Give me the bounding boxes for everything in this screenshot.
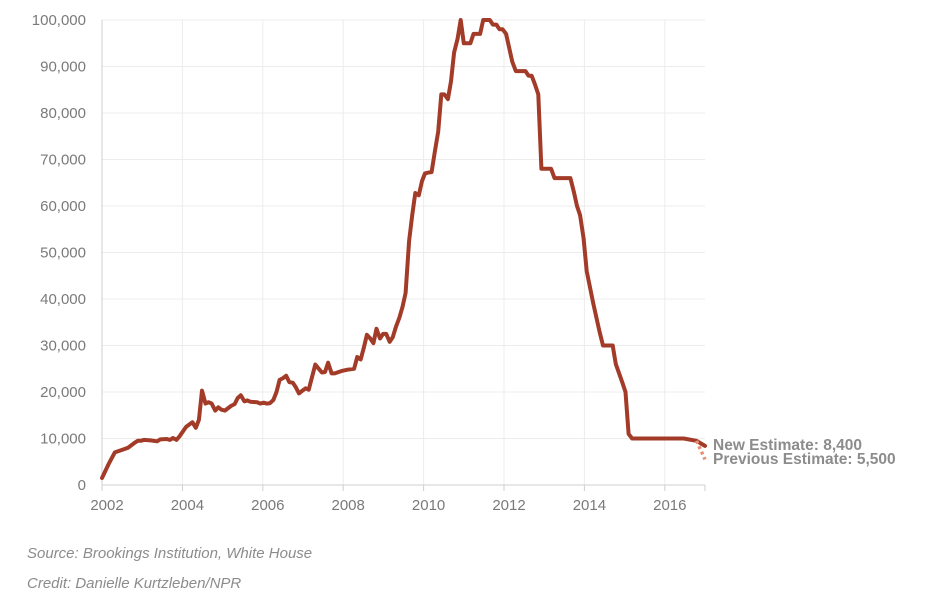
credit-note: Credit: Danielle Kurtzleben/NPR	[27, 575, 242, 592]
data-line	[100, 18, 707, 480]
axes: 0 10,000 20,000 30,000 40,000 50,000 60,000 70,…	[32, 12, 706, 514]
x-tick-label: 2010	[412, 497, 445, 514]
series-group	[100, 18, 707, 480]
y-tick-label: 0	[78, 477, 86, 494]
x-tick-label: 2016	[653, 497, 686, 514]
y-tick-label: 80,000	[40, 105, 86, 122]
y-tick-label: 100,000	[32, 12, 86, 29]
x-tick-label: 2002	[90, 497, 123, 514]
x-tick-label: 2008	[332, 497, 365, 514]
y-tick-label: 70,000	[40, 152, 86, 169]
source-note: Source: Brookings Institution, White Hou…	[27, 545, 313, 562]
y-tick-label: 60,000	[40, 198, 86, 215]
y-tick-label: 20,000	[40, 384, 86, 401]
y-tick-label: 50,000	[40, 245, 86, 262]
previous-estimate-label: Previous Estimate: 5,500	[713, 451, 896, 468]
y-tick-label: 10,000	[40, 431, 86, 448]
x-tick-label: 2004	[171, 497, 204, 514]
y-tick-label: 30,000	[40, 338, 86, 355]
y-tick-label: 40,000	[40, 291, 86, 308]
x-tick-label: 2012	[492, 497, 525, 514]
x-tick-label: 2006	[251, 497, 284, 514]
y-tick-label: 90,000	[40, 59, 86, 76]
new-estimate-label: New Estimate: 8,400	[713, 437, 862, 454]
line-chart: 0 10,000 20,000 30,000 40,000 50,000 60,000 70,…	[32, 12, 896, 514]
x-tick-label: 2014	[573, 497, 606, 514]
grid-lines	[102, 19, 705, 485]
